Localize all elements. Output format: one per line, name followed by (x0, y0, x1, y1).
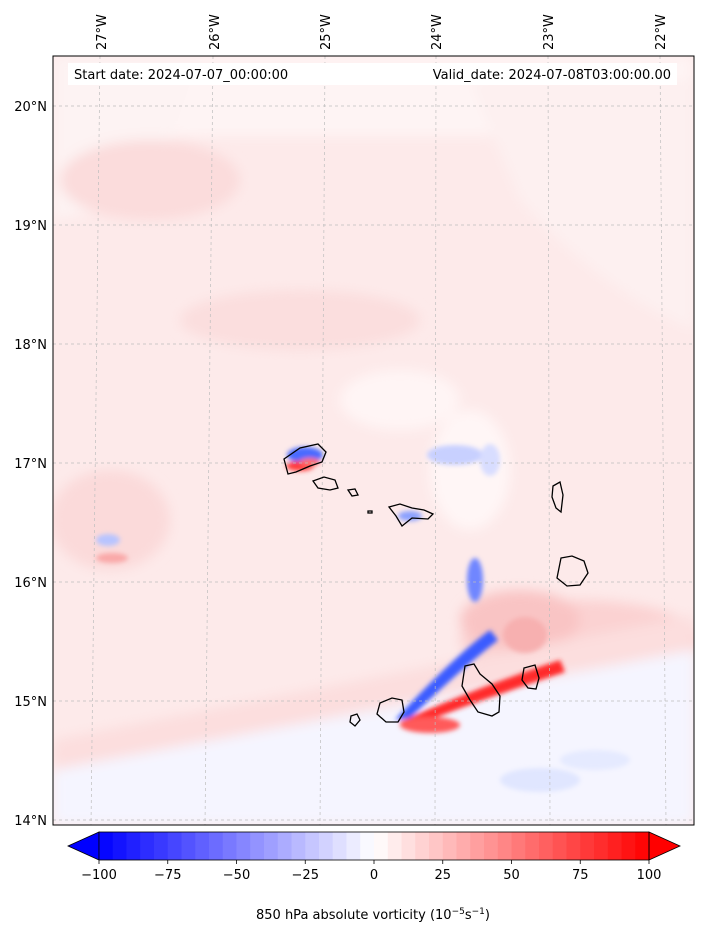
colorbar-band (277, 832, 292, 860)
colorbar-band (236, 832, 251, 860)
colorbar-tick-label: 25 (434, 868, 451, 883)
island-sao-vicente (311, 476, 339, 491)
gridline-lon-24 (434, 56, 437, 825)
colorbar-band (264, 832, 279, 860)
colorbar: −100 −75 −50 −25 0 25 50 75 100 850 hPa absolute… (67, 831, 681, 923)
colorbar-band (607, 832, 622, 860)
colorbar-band (112, 832, 127, 860)
lon-tick-label: 22°W (654, 14, 669, 50)
lat-tick-label: 15°N (14, 695, 47, 710)
colorbar-band (580, 832, 595, 860)
colorbar-band (635, 832, 650, 860)
colorbar-band (456, 832, 471, 860)
colorbar-band (484, 832, 499, 860)
map-frame (52, 55, 695, 826)
lon-tick-label: 23°W (542, 14, 557, 50)
colorbar-band (167, 832, 182, 860)
island-brava (349, 713, 361, 727)
colorbar-tick-label: 100 (637, 868, 662, 883)
colorbar-band (621, 832, 636, 860)
lon-tick-labels: 27°W 26°W 25°W 24°W 23°W 22°W (95, 14, 669, 50)
colorbar-band (181, 832, 196, 860)
colorbar-band (415, 832, 430, 860)
colorbar-tick-label: −75 (154, 868, 181, 883)
gridline-lon-22 (659, 56, 667, 825)
island-santo-antao (283, 443, 327, 475)
colorbar-band (525, 832, 540, 860)
colorbar-band (126, 832, 141, 860)
colorbar-band (305, 832, 320, 860)
colorbar-band (291, 832, 306, 860)
gridline-lon-23 (547, 56, 551, 825)
colorbar-tick-label: 50 (503, 868, 520, 883)
colorbar-band (99, 832, 114, 860)
lat-tick-label: 18°N (14, 338, 47, 353)
colorbar-band (594, 832, 609, 860)
valid-date-text: Valid_date: 2024-07-08T03:00:00.00 (433, 68, 671, 83)
colorbar-band (470, 832, 485, 860)
lat-tick-label: 14°N (14, 814, 47, 829)
island-santiago (461, 663, 501, 717)
colorbar-band (374, 832, 389, 860)
island-sal (551, 481, 564, 514)
coastlines (283, 443, 589, 727)
lon-tick-label: 27°W (95, 14, 110, 50)
colorbar-band (566, 832, 581, 860)
colorbar-label: 850 hPa absolute vorticity (10−5s−1) (256, 907, 490, 923)
colorbar-tick-label: 75 (572, 868, 589, 883)
colorbar-band (511, 832, 526, 860)
lon-tick-label: 24°W (430, 14, 445, 50)
date-info-box (68, 63, 677, 85)
colorbar-low-extend (67, 831, 100, 861)
colorbar-band (539, 832, 554, 860)
colorbar-band (195, 832, 210, 860)
island-fogo (376, 697, 405, 723)
colorbar-tick-label: 0 (370, 868, 378, 883)
colorbar-tick-label: −50 (223, 868, 250, 883)
gridline-lon-27 (90, 56, 101, 825)
colorbar-band (222, 832, 237, 860)
colorbar-high-extend (648, 831, 681, 861)
colorbar-band (346, 832, 361, 860)
colorbar-steps (99, 832, 650, 860)
colorbar-tick-label: −100 (81, 868, 117, 883)
colorbar-band (209, 832, 224, 860)
lat-tick-label: 16°N (14, 576, 47, 591)
lon-tick-label: 25°W (319, 14, 334, 50)
vorticity-features (96, 444, 630, 792)
colorbar-band (250, 832, 265, 860)
lat-tick-label: 19°N (14, 219, 47, 234)
gridline-lon-25 (319, 56, 326, 825)
start-date-text: Start date: 2024-07-07_00:00:00 (74, 68, 288, 83)
island-maio (521, 664, 540, 690)
lat-tick-label: 20°N (14, 100, 47, 115)
colorbar-band (497, 832, 512, 860)
lat-tick-label: 17°N (14, 457, 47, 472)
island-razo (367, 510, 373, 514)
island-boa-vista (556, 555, 589, 587)
lat-tick-labels: 20°N 19°N 18°N 17°N 16°N 15°N 14°N (14, 100, 47, 829)
colorbar-band (360, 832, 375, 860)
colorbar-band (387, 832, 402, 860)
map-panel: Start date: 2024-07-07_00:00:00 Valid_da… (14, 14, 695, 829)
lon-tick-label: 26°W (208, 14, 223, 50)
island-santa-luzia (346, 488, 359, 497)
colorbar-band (442, 832, 457, 860)
colorbar-band (552, 832, 567, 860)
colorbar-tick-label: −25 (292, 868, 319, 883)
colorbar-band (401, 832, 416, 860)
colorbar-band (319, 832, 334, 860)
vorticity-field (53, 56, 694, 825)
island-sao-nicolau (387, 503, 435, 527)
colorbar-band (429, 832, 444, 860)
colorbar-band (154, 832, 169, 860)
colorbar-band (140, 832, 155, 860)
colorbar-ticks: −100 −75 −50 −25 0 25 50 75 100 (81, 860, 661, 883)
colorbar-band (332, 832, 347, 860)
gridlines (53, 56, 694, 825)
gridline-lon-26 (204, 56, 214, 825)
